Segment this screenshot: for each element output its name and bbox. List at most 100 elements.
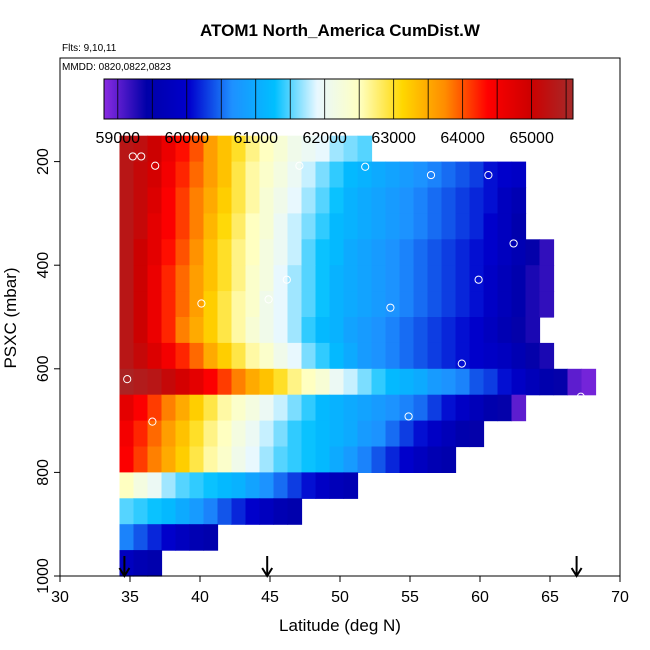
heatmap-cell bbox=[441, 420, 457, 448]
y-tick-label: 1000 bbox=[35, 558, 52, 594]
heatmap-cell bbox=[357, 317, 373, 344]
heatmap-cell bbox=[161, 342, 177, 370]
heatmap-cell bbox=[371, 161, 387, 189]
heatmap-cell bbox=[385, 317, 401, 344]
heatmap-cell bbox=[455, 342, 471, 370]
heatmap-cell bbox=[385, 420, 401, 448]
heatmap-cell bbox=[441, 239, 457, 266]
heatmap-cell bbox=[203, 291, 219, 318]
heatmap-cell bbox=[315, 239, 331, 266]
heatmap-cell bbox=[399, 291, 415, 318]
heatmap-cell bbox=[119, 187, 135, 214]
colorbar-tick-labels: 59000 60000 61000 62000 63000 64000 65000 bbox=[96, 130, 554, 147]
sample-marker bbox=[484, 170, 493, 180]
heatmap-cell bbox=[189, 291, 205, 318]
heatmap-cell bbox=[189, 161, 205, 189]
heatmap-cell bbox=[427, 368, 443, 396]
colorbar-tick-label: 59000 bbox=[96, 130, 141, 147]
heatmap-cell bbox=[161, 135, 177, 163]
heatmap-cell bbox=[483, 342, 499, 370]
colorbar: 59000 60000 61000 62000 63000 64000 65000 bbox=[96, 78, 574, 147]
heatmap-cell bbox=[385, 394, 401, 422]
heatmap-cell bbox=[371, 446, 387, 473]
sample-marker bbox=[543, 442, 552, 451]
heatmap-cell bbox=[245, 394, 261, 422]
flight-arrow bbox=[261, 556, 274, 578]
heatmap-cell bbox=[441, 213, 457, 240]
heatmap-cell bbox=[161, 291, 177, 318]
heatmap-cell bbox=[441, 187, 457, 214]
heatmap-cell bbox=[259, 265, 275, 292]
heatmap-cell bbox=[343, 135, 359, 163]
heatmap-cell bbox=[301, 342, 317, 370]
heatmap-cell bbox=[133, 239, 149, 266]
heatmap-cell bbox=[147, 342, 163, 370]
heatmap-cell bbox=[315, 342, 331, 370]
heatmap-cell bbox=[147, 420, 163, 448]
heatmap-cell bbox=[511, 239, 527, 266]
heatmap-cell bbox=[287, 498, 303, 525]
dates-note: MMDD: 0820,0822,0823 bbox=[62, 62, 171, 73]
y-axis-label: PSXC (mbar) bbox=[1, 267, 20, 368]
heatmap-cell bbox=[357, 446, 373, 473]
heatmap-cell bbox=[189, 368, 205, 396]
heatmap-cell bbox=[427, 342, 443, 370]
heatmap-cell bbox=[217, 265, 233, 292]
heatmap-cell bbox=[175, 472, 191, 499]
heatmap-cell bbox=[287, 291, 303, 318]
heatmap-cell bbox=[469, 394, 485, 422]
heatmap-cell bbox=[175, 498, 191, 525]
heatmap-cell bbox=[525, 265, 541, 292]
heatmap-cell bbox=[203, 472, 219, 499]
sample-marker bbox=[137, 152, 146, 161]
y-tick-label: 400 bbox=[35, 252, 52, 279]
heatmap-cell bbox=[231, 187, 247, 214]
heatmap-cell bbox=[427, 187, 443, 214]
heatmap-cell bbox=[469, 291, 485, 318]
heatmap-cell bbox=[511, 187, 527, 214]
heatmap-cell bbox=[357, 239, 373, 266]
heatmap-cell bbox=[175, 317, 191, 344]
sample-marker bbox=[463, 466, 472, 475]
heatmap-cell bbox=[455, 317, 471, 344]
heatmap-cell bbox=[469, 161, 485, 189]
heatmap-cell bbox=[189, 187, 205, 214]
heatmap-cell bbox=[287, 213, 303, 240]
sample-marker bbox=[426, 170, 436, 180]
heatmap-cell bbox=[455, 394, 471, 422]
heatmap-cell bbox=[147, 524, 163, 551]
heatmap-cell bbox=[161, 420, 177, 448]
heatmap-cell bbox=[245, 342, 261, 370]
heatmap-cell bbox=[287, 239, 303, 266]
heatmap-cell bbox=[259, 472, 275, 499]
heatmap-cell bbox=[427, 213, 443, 240]
heatmap-cell bbox=[147, 446, 163, 473]
sample-marker bbox=[197, 299, 206, 308]
x-tick-label: 50 bbox=[331, 589, 349, 606]
heatmap-cell bbox=[217, 342, 233, 370]
heatmap-cell bbox=[217, 135, 233, 163]
heatmap-cell bbox=[315, 187, 331, 214]
heatmap-cell bbox=[161, 394, 177, 422]
heatmap-cell bbox=[357, 394, 373, 422]
heatmap-cell bbox=[413, 420, 429, 448]
heatmap-cell bbox=[133, 265, 149, 292]
heatmap-cell bbox=[371, 187, 387, 214]
heatmap-cell bbox=[441, 317, 457, 344]
sample-marker bbox=[151, 161, 160, 170]
heatmap-cell bbox=[483, 291, 499, 318]
heatmap-cell bbox=[301, 420, 317, 448]
heatmap-cell bbox=[525, 368, 541, 396]
y-tick-label: 600 bbox=[35, 355, 52, 382]
flight-arrow bbox=[570, 556, 583, 578]
heatmap-cell bbox=[301, 291, 317, 318]
heatmap-cell bbox=[133, 342, 149, 370]
heatmap-cell bbox=[483, 161, 499, 189]
sample-marker bbox=[264, 295, 273, 304]
heatmap-cell bbox=[441, 161, 457, 189]
heatmap-cell bbox=[469, 368, 485, 396]
heatmap-cell bbox=[203, 265, 219, 292]
heatmap-cell bbox=[455, 368, 471, 396]
heatmap-cell bbox=[399, 213, 415, 240]
